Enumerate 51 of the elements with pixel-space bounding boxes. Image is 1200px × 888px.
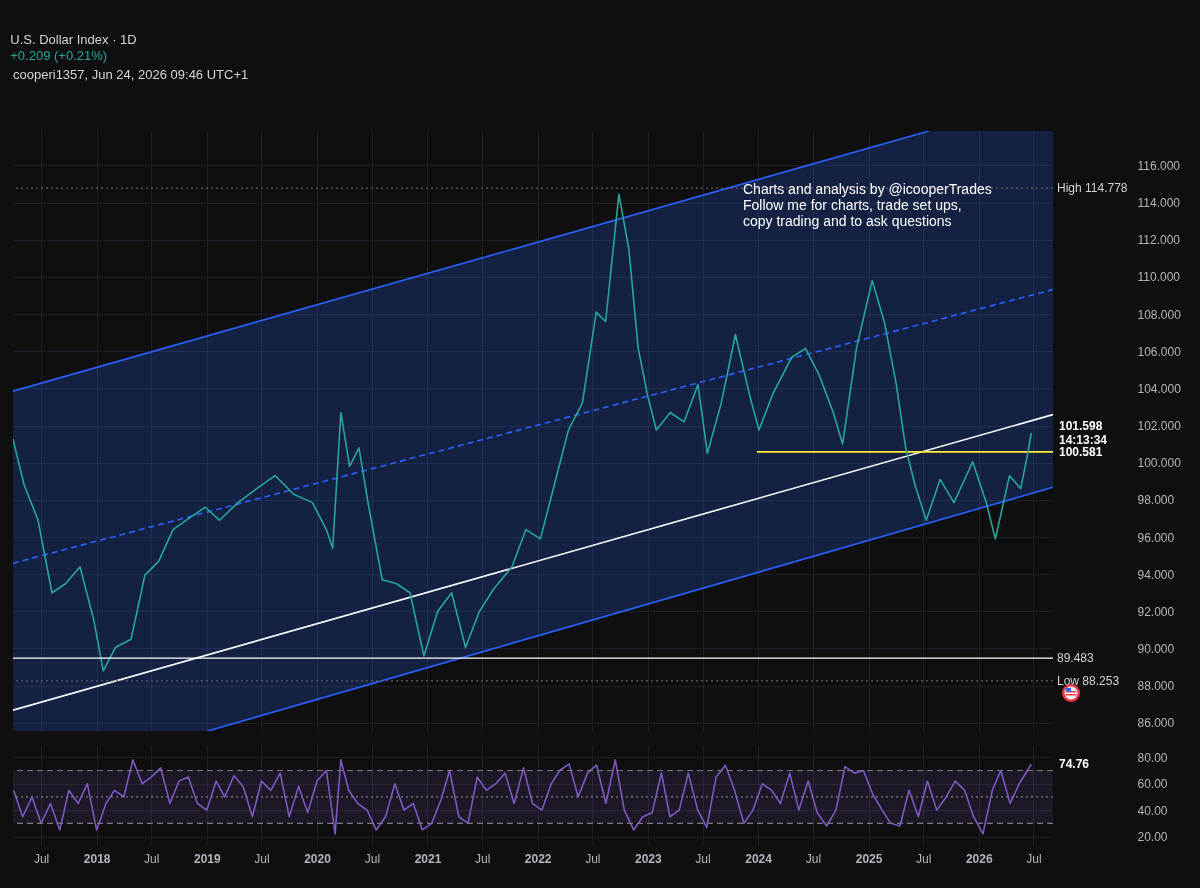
- y-tick-label: 108.000: [1137, 307, 1182, 322]
- x-tick-label: 2020: [304, 851, 332, 866]
- annotation: 74.76: [1059, 757, 1090, 772]
- x-tick-label: Jul: [585, 851, 601, 866]
- y-tick-label: 114.000: [1137, 196, 1181, 211]
- chart-title: U.S. Dollar Index · 1D: [10, 32, 137, 47]
- x-tick-label: 2022: [524, 851, 552, 866]
- y-tick-label: 106.000: [1137, 344, 1182, 359]
- chart-subtitle: +0.209 (+0.21%): [10, 48, 108, 63]
- y-tick-label: 40.00: [1137, 803, 1168, 818]
- annotation: Charts and analysis by @icooperTrades Follow me for charts, trade set ups, copy trading and to ask questions: [743, 181, 992, 229]
- line-series: [13, 759, 1033, 835]
- y-tick-label: 94.000: [1137, 567, 1175, 582]
- y-tick-label: 60.00: [1137, 777, 1168, 792]
- x-tick-label: 2021: [414, 851, 442, 866]
- y-tick-label: 104.000: [1137, 381, 1182, 396]
- y-tick-label: 100.000: [1137, 456, 1182, 471]
- line-series: [13, 288, 1053, 565]
- x-tick-label: Jul: [695, 851, 711, 866]
- ref-line-label: High 114.778: [1057, 181, 1128, 196]
- x-tick-label: Jul: [364, 851, 381, 866]
- x-tick-label: 2023: [635, 851, 663, 866]
- y-tick-label: 98.000: [1137, 493, 1175, 508]
- x-tick-label: Jul: [474, 851, 491, 866]
- x-tick-label: Jul: [254, 851, 270, 866]
- y-tick-label: 90.000: [1137, 642, 1175, 656]
- y-tick-label: 116.000: [1137, 158, 1181, 173]
- y-tick-label: 102.000: [1137, 419, 1182, 434]
- x-tick-label: Jul: [916, 851, 932, 866]
- x-tick-label: 2025: [855, 851, 883, 866]
- y-tick-label: 112.000: [1137, 233, 1181, 248]
- y-tick-label: 20.00: [1137, 830, 1168, 845]
- x-tick-label: Jul: [805, 851, 822, 866]
- y-tick-label: 92.000: [1137, 604, 1175, 619]
- x-tick-label: Jul: [1026, 851, 1042, 866]
- ref-line-label: 89.483: [1057, 651, 1095, 666]
- annotation: 100.581: [1059, 444, 1103, 459]
- y-tick-label: 96.000: [1137, 530, 1175, 545]
- text: cooperi1357, Jun 24, 2026 09:46 UTC+1: [13, 67, 249, 82]
- annotation: 101.598 14:13:34: [1059, 418, 1108, 447]
- x-tick-label: 2019: [193, 851, 221, 866]
- ref-line-label: Low 88.253: [1057, 673, 1120, 688]
- x-tick-label: 2018: [83, 851, 111, 866]
- x-tick-label: Jul: [144, 851, 160, 866]
- x-tick-label: 2026: [965, 851, 993, 866]
- y-tick-label: 86.000: [1137, 716, 1175, 731]
- y-tick-label: 88.000: [1137, 679, 1175, 694]
- x-tick-label: 2024: [745, 851, 773, 866]
- y-tick-label: 110.000: [1137, 270, 1181, 285]
- x-tick-label: Jul: [33, 851, 50, 866]
- y-tick-label: 80.00: [1137, 750, 1168, 765]
